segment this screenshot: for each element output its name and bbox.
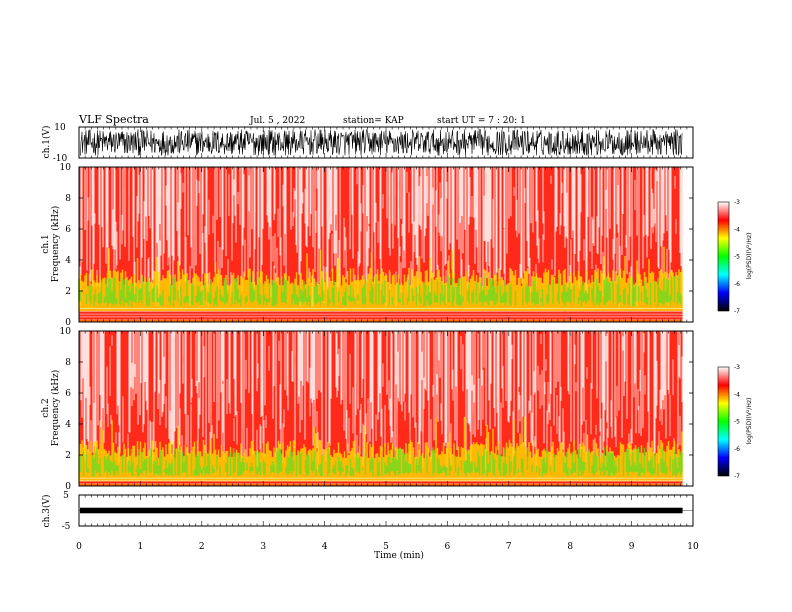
ch1-spectrogram-ylabel-channel: ch.1 (41, 234, 51, 253)
colorbar-2-tick-label: -3 (734, 364, 740, 371)
ch1-waveform-line (79, 128, 683, 156)
colorbar-1-label: log(PSD)(V²/Hz) (746, 233, 753, 280)
x-tick-label: 3 (260, 542, 266, 552)
colorbar-1-tick-label: -5 (734, 254, 740, 261)
ch2-spectrogram-image (78, 331, 683, 486)
x-tick-label: 9 (629, 542, 635, 552)
spectrogram-2-ytick-label: 0 (65, 482, 71, 492)
x-tick-label: 6 (445, 542, 451, 552)
colorbar-1-tick-label: -4 (734, 226, 740, 233)
spectrogram-2-ytick-label: 2 (65, 451, 71, 461)
colorbar-1-tick-label: -3 (734, 199, 740, 206)
spectrogram-1-ytick-label: 10 (60, 163, 72, 173)
spectrogram-2-ytick-label: 10 (60, 327, 72, 337)
ch2-spectrogram-ylabel-channel: ch.2 (41, 398, 51, 417)
ch1-ytick-bottom: -10 (53, 154, 68, 164)
colorbar-2-tick-label: -5 (734, 419, 740, 426)
x-tick-label: 10 (687, 542, 699, 552)
x-tick-label: 5 (383, 542, 389, 552)
spectrogram-1-ytick-label: 6 (65, 225, 71, 235)
ch1-waveform-trace (79, 128, 683, 156)
colorbar-1: -3 -4 -5 -6 -7 log(PSD)(V²/Hz) (717, 199, 753, 315)
panel-ch1-spectrogram: 0 2 4 6 8 10 ch.1 Frequency (kHz) -3 -4 -5 -6 -7 … (41, 163, 753, 328)
panel-ch3-waveform: 5 -5 ch.3(V) (41, 491, 694, 532)
spectrogram-2-ytick-label: 8 (65, 358, 71, 368)
spectrogram-1-ytick-label: 2 (65, 287, 71, 297)
panel-ch2-spectrogram: 0 2 4 6 8 10 ch.2 Frequency (kHz) -3 -4 -5 -6 -7 … (41, 327, 753, 492)
colorbar-1-tick-label: -6 (734, 281, 740, 288)
ch1-ytick-top: 10 (54, 123, 66, 133)
colorbar-2-tick-label: -7 (734, 473, 740, 480)
x-tick-label: 0 (76, 542, 82, 552)
start-time-label: start UT = 7 : 20: 1 (437, 116, 526, 126)
x-tick-label: 1 (138, 542, 144, 552)
spectrogram-2-ytick-label: 6 (65, 389, 71, 399)
colorbar-2-tick-label: -4 (734, 391, 740, 398)
ch1-spectrogram-ylabel-frequency: Frequency (kHz) (50, 206, 61, 283)
ch2-spectrogram-ylabel-frequency: Frequency (kHz) (50, 370, 61, 447)
colorbar-2: -3 -4 -5 -6 -7 log(PSD)(V²/Hz) (717, 364, 753, 480)
time-axis-label: Time (min) (374, 550, 424, 561)
spectrogram-base-band (79, 319, 683, 322)
x-tick-label: 2 (199, 542, 205, 552)
figure-title: VLF Spectra (78, 113, 149, 126)
colorbar-2-tick-label: -6 (734, 446, 740, 453)
x-tick-label: 4 (322, 542, 328, 552)
ch1-spectrogram-image (78, 167, 683, 322)
colorbar-1-ticks: -3 -4 -5 -6 -7 (734, 199, 740, 315)
x-tick-label: 7 (506, 542, 512, 552)
spectrogram-2-ytick-label: 4 (65, 420, 71, 430)
ch3-ytick-bottom: -5 (62, 522, 71, 532)
colorbar-2-ticks: -3 -4 -5 -6 -7 (734, 364, 740, 480)
date-label: Jul. 5 , 2022 (249, 116, 305, 126)
ch1-waveform-ylabel: ch.1(V) (41, 126, 52, 159)
colorbar-2-label: log(PSD)(V²/Hz) (746, 398, 753, 445)
spectrogram-band-green (79, 447, 683, 477)
station-label: station= KAP (343, 116, 404, 126)
ch1-spectrogram-yticks: 0 2 4 6 8 10 (60, 163, 693, 328)
ch3-ytick-top: 5 (63, 491, 69, 501)
spectrogram-1-ytick-label: 4 (65, 256, 71, 266)
time-axis: 0 1 2 3 4 5 6 7 8 9 10 (76, 127, 699, 552)
ch3-waveform-trace (79, 507, 693, 514)
colorbar-1-gradient (717, 201, 730, 312)
spectrogram-base-band (79, 483, 683, 486)
x-tick-label: 8 (567, 542, 573, 552)
panel-ch1-waveform: 10 -10 ch.1(V) (41, 123, 694, 164)
spectrogram-1-ytick-label: 8 (65, 194, 71, 204)
colorbar-2-gradient (717, 366, 730, 477)
ch2-spectrogram-yticks: 0 2 4 6 8 10 (60, 327, 693, 492)
spectrogram-1-ytick-label: 0 (65, 318, 71, 328)
ch3-waveform-ylabel: ch.3(V) (41, 495, 52, 528)
colorbar-1-tick-label: -7 (734, 308, 740, 315)
